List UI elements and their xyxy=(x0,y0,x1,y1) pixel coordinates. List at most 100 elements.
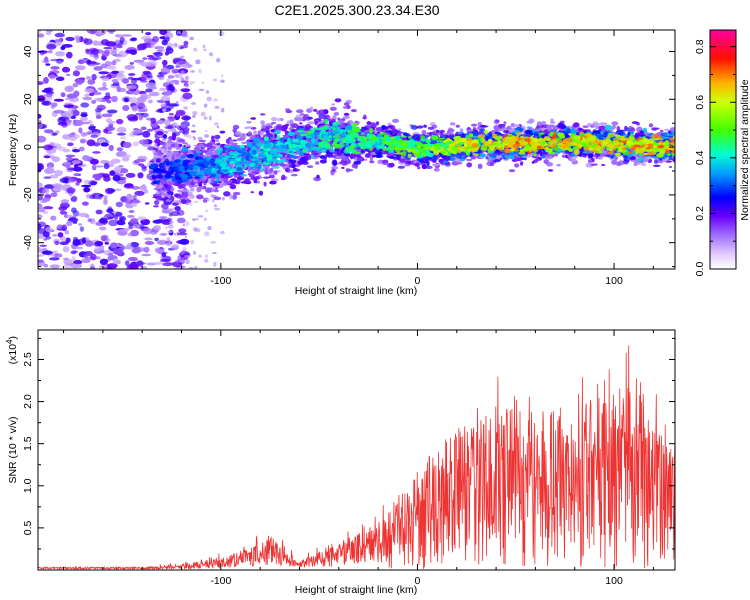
signal-blob xyxy=(182,142,188,145)
signal-blob xyxy=(513,152,519,155)
signal-blob xyxy=(590,163,598,166)
signal-blob xyxy=(413,134,421,137)
noise-blob xyxy=(72,70,80,77)
signal-blob xyxy=(343,112,350,116)
signal-blob xyxy=(229,194,234,200)
noise-blob xyxy=(71,160,81,165)
noise-blob xyxy=(216,125,220,129)
noise-blob xyxy=(127,214,135,218)
noise-blob xyxy=(205,209,209,213)
noise-blob xyxy=(121,34,132,37)
noise-blob xyxy=(91,99,97,104)
signal-blob xyxy=(316,174,320,179)
signal-blob xyxy=(535,158,540,161)
signal-blob xyxy=(526,126,531,129)
signal-blob xyxy=(175,146,182,151)
noise-blob xyxy=(182,247,188,251)
noise-blob xyxy=(60,209,65,215)
noise-blob xyxy=(171,245,177,248)
signal-blob xyxy=(152,196,159,199)
noise-blob xyxy=(77,59,85,65)
signal-blob xyxy=(339,161,344,165)
noise-blob xyxy=(182,92,193,100)
noise-blob xyxy=(128,73,136,76)
noise-blob xyxy=(162,262,173,267)
noise-blob xyxy=(174,42,178,47)
signal-blob xyxy=(545,155,553,160)
noise-blob xyxy=(97,87,109,91)
signal-blob xyxy=(508,169,516,173)
noise-blob xyxy=(70,115,77,119)
noise-blob xyxy=(78,223,83,226)
noise-blob xyxy=(79,252,85,256)
noise-blob xyxy=(188,266,194,269)
noise-blob xyxy=(43,155,51,159)
signal-blob xyxy=(588,159,593,163)
noise-blob xyxy=(39,244,47,247)
noise-blob xyxy=(128,263,139,269)
signal-blob xyxy=(502,123,506,127)
noise-blob xyxy=(192,49,199,52)
noise-blob xyxy=(115,201,124,208)
noise-blob xyxy=(132,141,139,147)
noise-blob xyxy=(213,98,218,102)
noise-blob xyxy=(192,135,195,138)
signal-blob xyxy=(257,130,261,136)
noise-blob xyxy=(180,124,187,129)
noise-blob xyxy=(83,179,90,184)
signal-blob xyxy=(307,121,316,125)
signal-blob xyxy=(653,159,659,164)
noise-blob xyxy=(102,173,110,178)
noise-blob xyxy=(95,209,103,215)
noise-blob xyxy=(85,193,91,199)
signal-blob xyxy=(166,142,172,145)
noise-blob xyxy=(162,59,168,66)
signal-blob xyxy=(465,132,469,135)
noise-blob xyxy=(161,39,168,46)
noise-blob xyxy=(176,217,186,224)
noise-blob xyxy=(48,74,57,80)
noise-blob xyxy=(57,232,64,238)
signal-blob xyxy=(504,154,508,159)
noise-blob xyxy=(158,239,167,243)
signal-blob xyxy=(487,158,492,163)
noise-blob xyxy=(180,77,185,82)
signal-blob xyxy=(307,116,313,120)
signal-blob xyxy=(196,194,204,200)
noise-blob xyxy=(160,95,171,102)
signal-blob xyxy=(432,160,437,163)
noise-blob xyxy=(171,68,180,74)
noise-blob xyxy=(135,247,145,252)
noise-blob xyxy=(161,252,167,258)
noise-blob xyxy=(106,208,114,214)
signal-blob xyxy=(246,126,254,129)
signal-blob xyxy=(631,121,639,125)
signal-blob xyxy=(270,122,277,125)
noise-blob xyxy=(68,86,73,90)
noise-blob xyxy=(38,33,45,38)
noise-blob xyxy=(82,155,90,161)
noise-blob xyxy=(74,35,81,40)
noise-blob xyxy=(184,254,190,258)
signal-blob xyxy=(377,159,382,165)
noise-blob xyxy=(47,50,53,54)
noise-blob xyxy=(168,83,173,91)
signal-blob xyxy=(331,168,336,172)
signal-blob xyxy=(397,165,405,169)
noise-blob xyxy=(131,106,138,111)
noise-blob xyxy=(95,165,104,168)
signal-blob xyxy=(659,129,664,133)
noise-blob xyxy=(178,44,182,48)
noise-blob xyxy=(55,51,66,57)
signal-blob xyxy=(348,153,357,159)
signal-blob xyxy=(447,128,455,133)
signal-blob xyxy=(466,158,473,162)
signal-blob xyxy=(296,117,304,122)
noise-blob xyxy=(106,99,112,104)
noise-blob xyxy=(100,39,110,46)
signal-blob xyxy=(334,98,342,103)
signal-blob xyxy=(676,149,680,154)
signal-blob xyxy=(313,109,318,112)
noise-blob xyxy=(140,126,147,131)
